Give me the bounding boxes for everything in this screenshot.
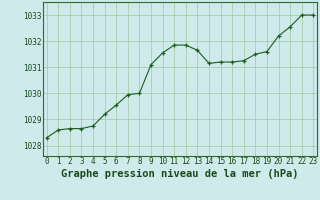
X-axis label: Graphe pression niveau de la mer (hPa): Graphe pression niveau de la mer (hPa)	[61, 169, 299, 179]
